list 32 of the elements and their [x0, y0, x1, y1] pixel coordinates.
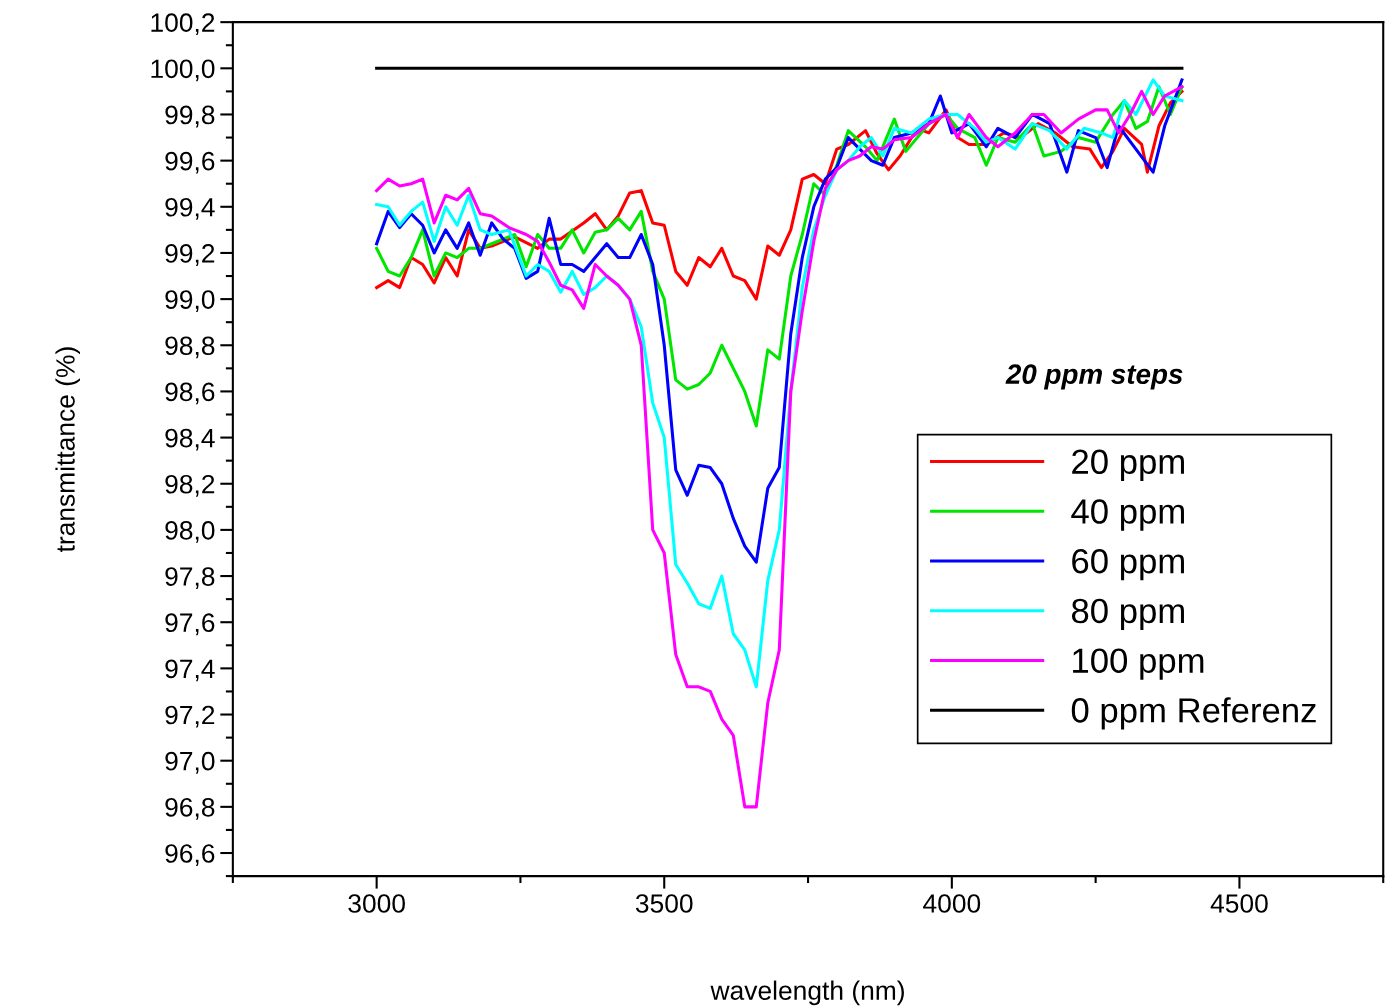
x-tick-label: 3500 — [635, 894, 693, 913]
y-tick-label: 99,4 — [165, 197, 215, 220]
y-tick-label: 97,0 — [165, 751, 215, 774]
x-tick-label: 3000 — [348, 894, 405, 913]
y-tick-label: 99,0 — [165, 290, 215, 313]
y-tick-label: 97,4 — [165, 659, 215, 682]
y-tick-label: 99,6 — [165, 151, 215, 174]
y-tick-label: 97,2 — [165, 705, 215, 728]
y-axis-title: transmittance (%) — [55, 347, 80, 553]
y-tick-label: 99,2 — [165, 244, 215, 266]
y-tick-label: 98,4 — [165, 428, 215, 451]
x-tick-label: 4500 — [1210, 894, 1268, 913]
y-tick-label: 97,6 — [165, 613, 215, 636]
y-tick-label: 96,8 — [165, 797, 215, 820]
y-tick-label: 99,8 — [165, 105, 215, 128]
x-tick-label: 4000 — [923, 894, 981, 913]
y-tick-label: 96,6 — [165, 844, 215, 866]
y-tick-label: 98,2 — [165, 474, 215, 497]
legend-label: 100 ppm — [1073, 648, 1204, 680]
y-tick-label: 100,2 — [151, 13, 215, 36]
y-tick-label: 100,0 — [151, 59, 215, 82]
x-axis-title: wavelength (nm) — [710, 980, 904, 1006]
annotation: 20 ppm steps — [1005, 364, 1183, 390]
legend-label: 80 ppm — [1071, 598, 1184, 631]
legend-label: 20 ppm — [1072, 449, 1184, 481]
legend-label: 0 ppm Referenz — [1071, 697, 1316, 730]
legend-label: 40 ppm — [1071, 499, 1184, 531]
y-tick-label: 97,8 — [165, 567, 215, 589]
y-tick-label: 98,0 — [165, 521, 215, 543]
y-tick-label: 98,8 — [165, 336, 215, 359]
legend-label: 60 ppm — [1072, 548, 1184, 581]
y-tick-label: 98,6 — [165, 382, 215, 405]
